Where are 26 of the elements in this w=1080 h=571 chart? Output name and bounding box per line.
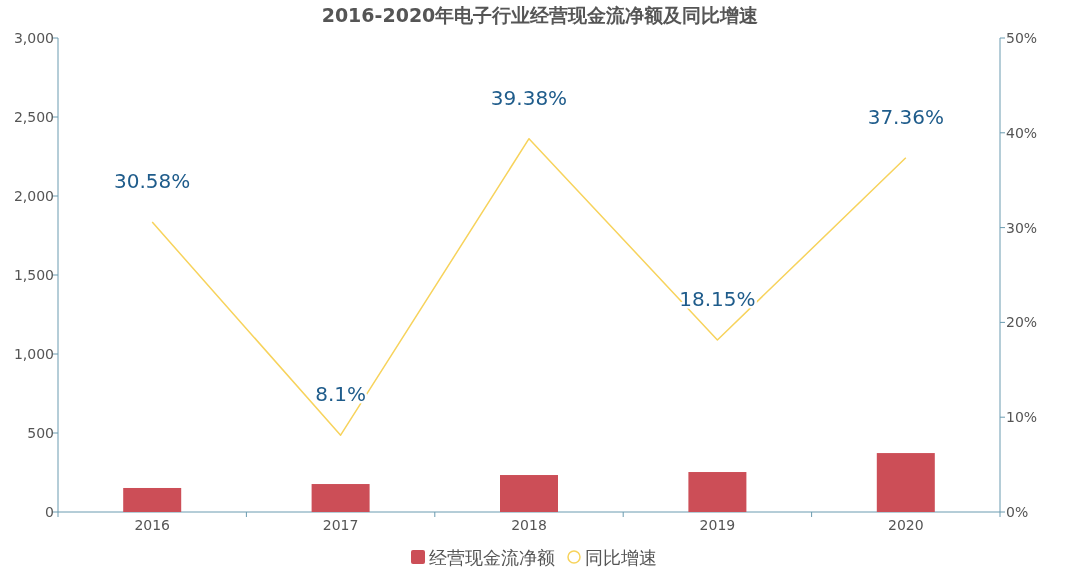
y2-tick-label: 10% — [1006, 409, 1038, 426]
x-tick-label: 2017 — [322, 517, 359, 533]
y-tick-label: 1,500 — [13, 267, 54, 283]
y-tick-label: 1,000 — [13, 346, 54, 362]
data-label: 8.1% — [315, 382, 367, 407]
x-tick-label: 2016 — [134, 517, 171, 533]
y-tick-label: 3,000 — [13, 30, 54, 46]
data-label: 39.38% — [490, 85, 568, 110]
x-tick-label: 2018 — [511, 517, 547, 533]
y2-tick-label: 50% — [1006, 30, 1038, 46]
y-tick-label: 2,500 — [13, 109, 54, 125]
data-label: 30.58% — [114, 169, 191, 194]
y2-tick-label: 40% — [1006, 124, 1038, 141]
y-tick-label: 2,000 — [13, 188, 54, 204]
legend-label: 同比增速 — [585, 547, 657, 568]
data-label: 37.36% — [867, 104, 944, 129]
x-tick-label: 2020 — [887, 517, 924, 533]
y-tick-label: 500 — [27, 425, 54, 441]
x-tick-label: 2019 — [699, 517, 736, 533]
y2-tick-label: 20% — [1006, 314, 1038, 331]
y2-tick-label: 30% — [1006, 219, 1038, 236]
legend-label: 经营现金流净额 — [429, 547, 555, 568]
data-label: 18.15% — [679, 286, 756, 311]
chart-title: 2016-2020年电子行业经营现金流净额及同比增速 — [321, 4, 759, 26]
y2-tick-label: 0% — [1006, 504, 1029, 520]
y-tick-label: 0 — [45, 504, 54, 520]
